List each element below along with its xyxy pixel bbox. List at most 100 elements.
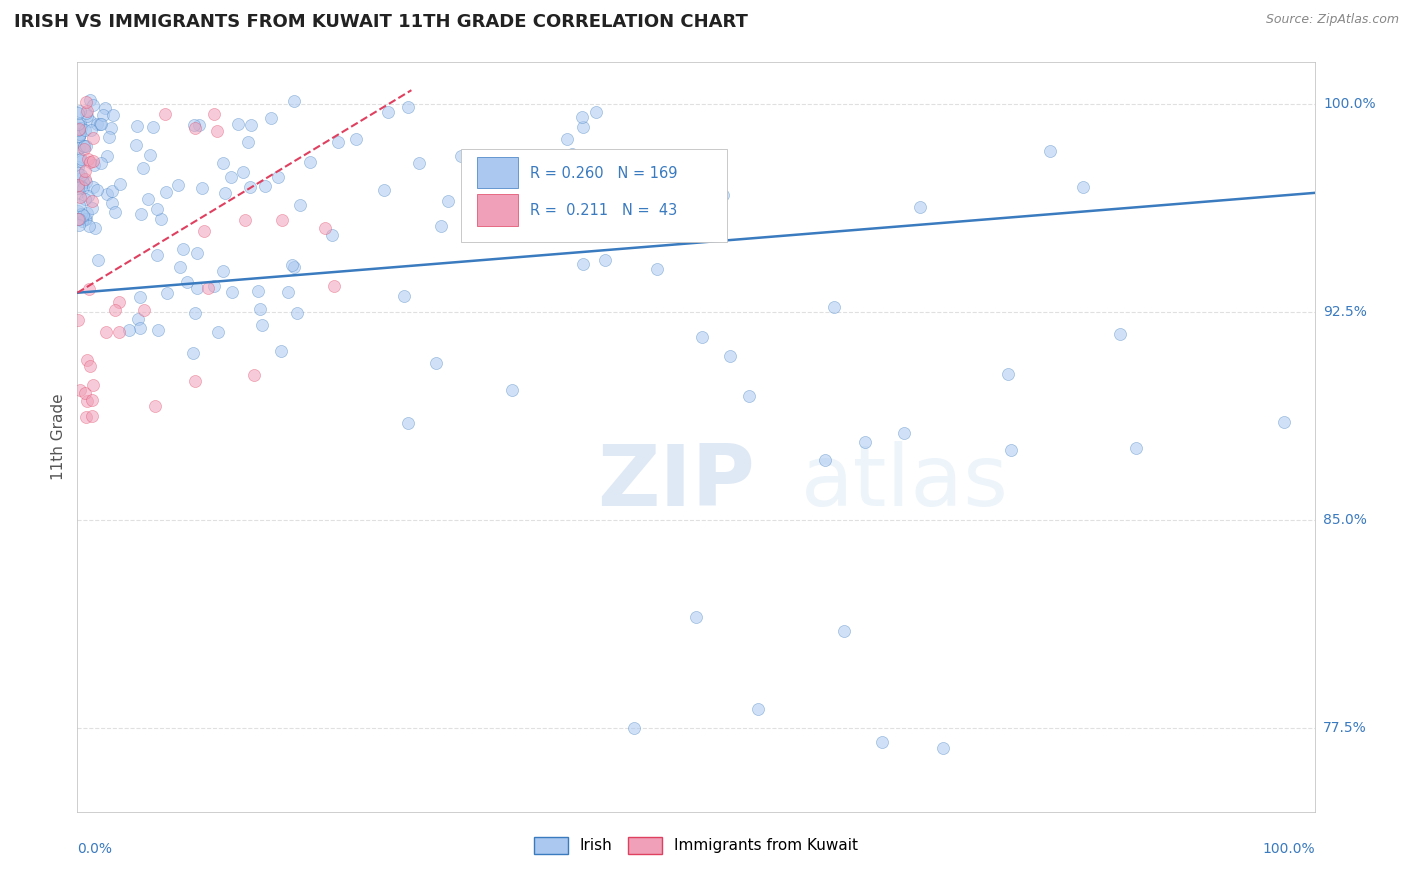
Point (373, 183, 395, 197)
Point (80, 194, 103, 209)
Point (66, 181, 89, 195)
Point (108, 295, 131, 310)
Point (1039, 145, 1062, 159)
Text: 77.5%: 77.5% (1323, 722, 1367, 736)
Point (80, 123, 103, 137)
Point (283, 260, 305, 275)
Point (97, 130, 120, 145)
Point (288, 198, 311, 212)
Point (285, 306, 308, 320)
Point (73, 385, 96, 400)
Point (127, 311, 149, 326)
Point (277, 285, 299, 299)
Legend: Irish, Immigrants from Kuwait: Irish, Immigrants from Kuwait (529, 830, 863, 860)
Point (207, 326, 229, 340)
Point (593, 253, 616, 268)
Point (67, 122, 90, 136)
Point (219, 170, 242, 185)
Point (79, 155, 101, 169)
Point (66, 105, 89, 120)
Point (499, 186, 522, 201)
Point (425, 356, 447, 370)
Point (66, 121, 89, 136)
Point (186, 246, 208, 260)
Point (75, 176, 97, 190)
Point (70, 121, 93, 136)
Point (156, 286, 179, 301)
Point (73, 123, 96, 137)
Point (249, 302, 271, 317)
Point (70, 169, 93, 183)
Point (66, 178, 89, 192)
Point (623, 722, 645, 736)
Point (908, 200, 931, 214)
Point (82, 154, 104, 169)
Point (138, 147, 160, 161)
Point (281, 258, 304, 272)
Point (1125, 441, 1147, 455)
Point (254, 178, 277, 193)
Point (82, 393, 104, 408)
Point (101, 196, 124, 211)
Point (94, 101, 117, 115)
Point (247, 285, 270, 299)
Point (207, 124, 229, 138)
Point (67, 117, 90, 131)
Point (69, 207, 91, 221)
Point (108, 178, 131, 192)
Point (146, 323, 169, 337)
Point (202, 107, 225, 121)
Point (136, 192, 159, 206)
Text: 0.0%: 0.0% (77, 842, 112, 856)
Point (932, 740, 955, 755)
Point (73, 142, 96, 156)
Point (129, 321, 152, 335)
Point (131, 161, 153, 176)
Point (79, 359, 101, 373)
Point (572, 120, 595, 134)
Point (67, 218, 90, 232)
Point (997, 367, 1019, 381)
Point (571, 110, 593, 124)
Point (75, 410, 97, 425)
Point (1073, 180, 1095, 194)
Point (82, 201, 104, 215)
Point (260, 111, 283, 125)
Point (70, 171, 93, 186)
Point (187, 118, 209, 132)
Point (437, 194, 460, 209)
Point (172, 243, 194, 257)
Point (90, 117, 112, 131)
Point (524, 196, 547, 211)
Point (823, 300, 845, 314)
Point (567, 156, 589, 170)
Point (104, 205, 127, 219)
Point (75, 192, 97, 206)
Point (76, 393, 98, 408)
Text: ZIP: ZIP (598, 441, 755, 524)
Point (96, 186, 118, 201)
Point (176, 275, 198, 289)
Point (396, 417, 419, 431)
Point (66, 203, 89, 218)
Point (66, 312, 89, 326)
Point (585, 104, 607, 119)
Point (501, 383, 523, 397)
Point (80, 409, 103, 423)
Point (76, 109, 98, 123)
Point (70, 152, 93, 166)
Point (142, 120, 165, 135)
Point (430, 219, 453, 234)
Point (77, 189, 100, 203)
Text: 92.5%: 92.5% (1323, 305, 1367, 319)
Point (267, 170, 290, 185)
Point (1109, 327, 1132, 342)
Point (69, 197, 91, 211)
Point (104, 303, 127, 318)
Point (738, 389, 761, 403)
Point (346, 132, 368, 146)
Point (184, 374, 207, 388)
Point (75, 106, 97, 120)
Point (129, 207, 152, 221)
Point (69, 103, 91, 118)
